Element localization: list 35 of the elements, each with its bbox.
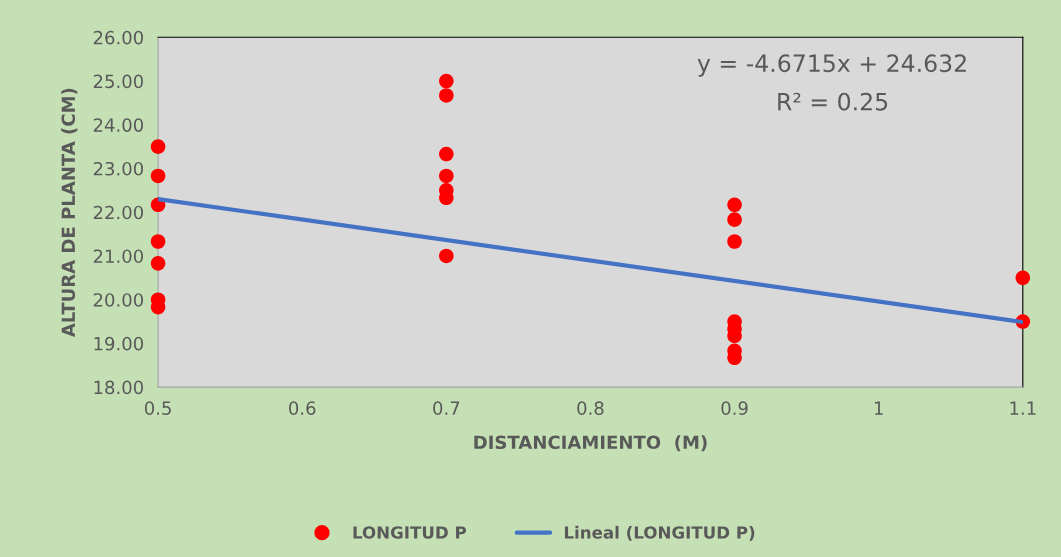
point — [439, 88, 454, 103]
point — [439, 73, 454, 89]
legend-label: Lineal (LONGITUD P) — [564, 525, 755, 541]
y-tick-label: 19.00 — [94, 336, 143, 351]
point — [150, 168, 166, 184]
point — [727, 197, 742, 213]
point — [727, 212, 742, 227]
annotation: R² = 0.25 — [778, 92, 888, 111]
point — [439, 248, 454, 264]
point — [439, 146, 454, 162]
x-tick-label: 0.5 — [144, 401, 171, 415]
y-tick-label: 23.00 — [93, 161, 143, 176]
y-tick-label: 26.00 — [93, 30, 143, 45]
x-tick-label: 1 — [874, 401, 883, 415]
point — [727, 234, 742, 249]
y-tick-label: 18.00 — [94, 380, 143, 395]
x-tick-label: 0.6 — [289, 401, 316, 415]
x-tick-label: 1.1 — [1010, 401, 1036, 415]
point — [150, 139, 166, 154]
x-tick-label: 0.9 — [721, 401, 748, 415]
y-tick-label: 25.00 — [93, 74, 143, 89]
annotation: y = -4.6715x + 24.632 — [697, 54, 966, 77]
y-tick-label: 22.00 — [93, 205, 143, 220]
y-tick-label: 24.00 — [93, 118, 143, 132]
point — [1015, 270, 1031, 286]
point — [150, 234, 166, 249]
x-tick-label: 0.7 — [433, 401, 460, 415]
y-tick-label: 20.00 — [93, 293, 143, 307]
point — [150, 256, 166, 271]
point — [439, 168, 454, 184]
y-tick-label: 21.00 — [93, 249, 143, 264]
x-tick-label: 0.8 — [577, 401, 604, 415]
y-axis-title: ALTURA DE PLANTA (CM) — [61, 88, 78, 338]
x-axis-title: DISTANCIAMIENTO (M) — [474, 435, 707, 452]
legend-label: LONGITUD P — [353, 526, 467, 539]
